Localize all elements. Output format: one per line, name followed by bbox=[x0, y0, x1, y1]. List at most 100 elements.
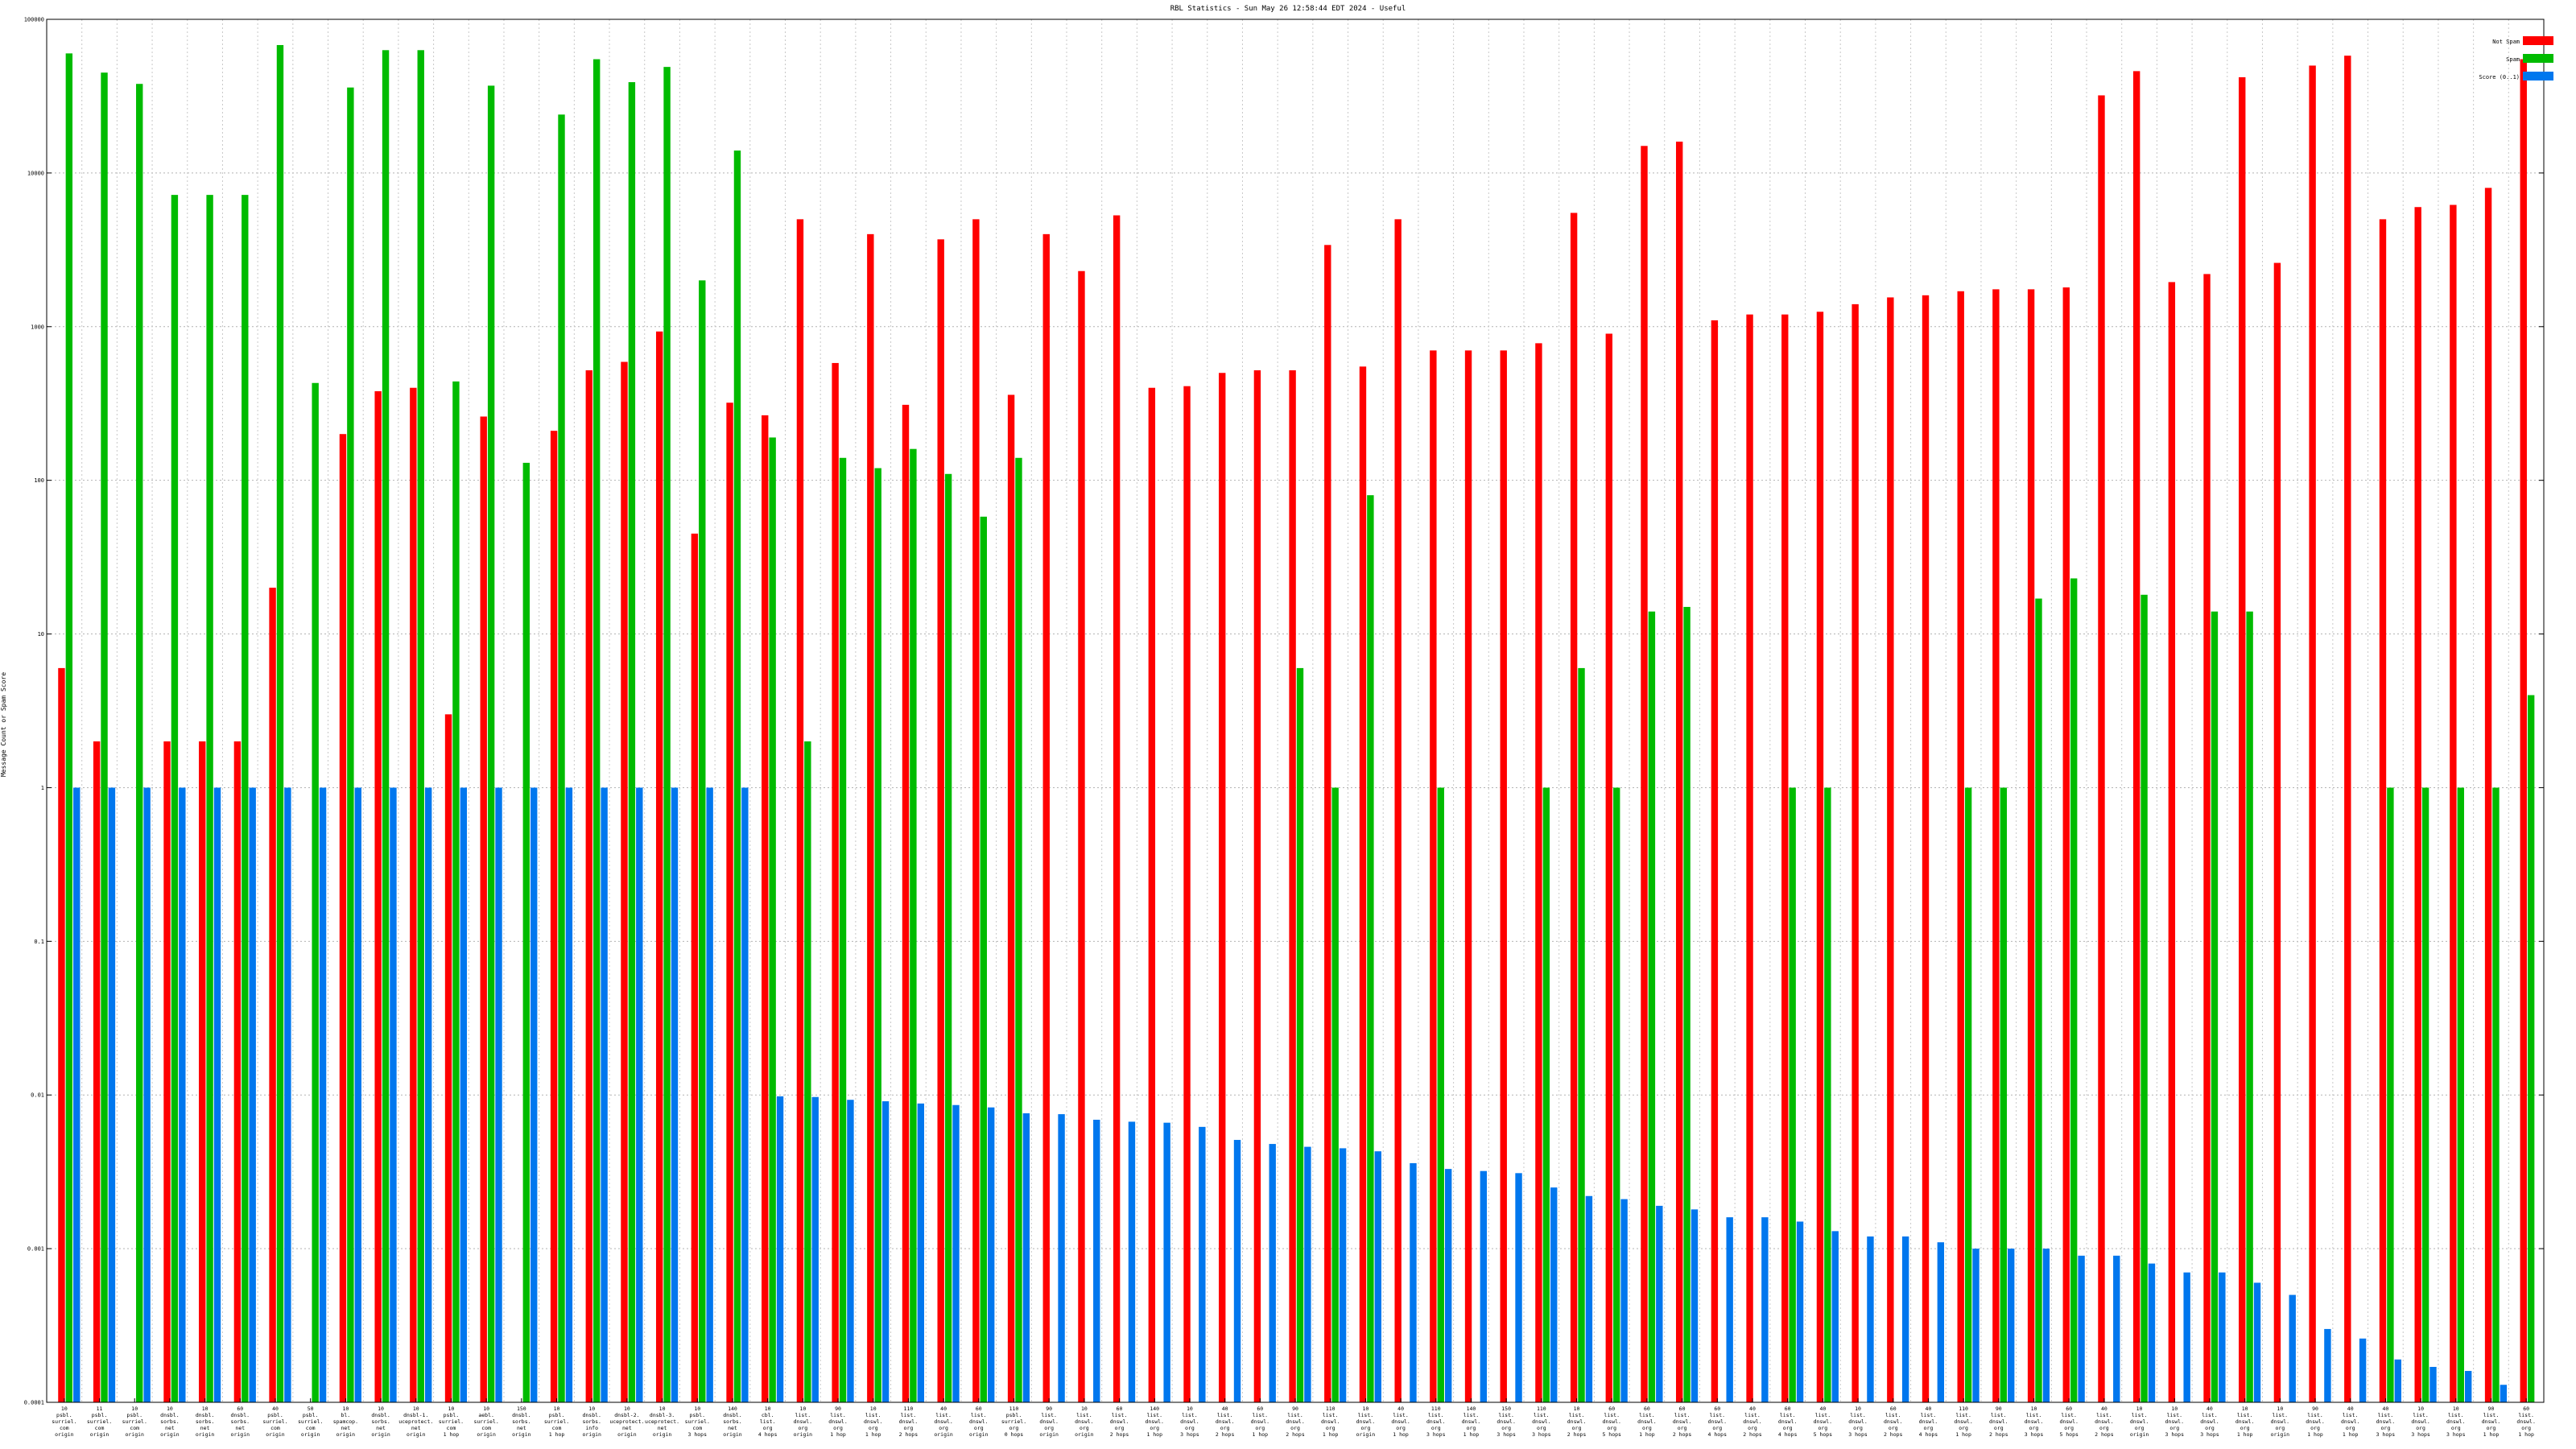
bar bbox=[2527, 695, 2535, 1402]
bar bbox=[1437, 787, 1444, 1402]
x-tick-label: net bbox=[411, 1425, 421, 1431]
x-tick-label: org bbox=[1396, 1425, 1406, 1431]
x-tick-label: 2 hops bbox=[1743, 1431, 1762, 1438]
bar bbox=[2239, 76, 2246, 1403]
bar bbox=[628, 82, 636, 1402]
x-tick-label: dnswl. bbox=[1602, 1418, 1620, 1425]
x-tick-label: 90 bbox=[2488, 1406, 2495, 1412]
bar bbox=[987, 1107, 995, 1402]
x-tick-label: 110 bbox=[1326, 1406, 1335, 1412]
bar bbox=[2098, 95, 2105, 1402]
bar bbox=[874, 468, 881, 1403]
bar bbox=[1289, 369, 1296, 1402]
bar bbox=[655, 331, 663, 1402]
x-tick-label: 1 hop bbox=[2237, 1431, 2253, 1438]
x-tick-label: origin bbox=[125, 1431, 144, 1438]
bar bbox=[1233, 1140, 1241, 1402]
bar bbox=[1585, 1195, 1593, 1402]
bar bbox=[206, 195, 213, 1402]
x-tick-label: dnswl. bbox=[794, 1418, 812, 1425]
x-tick-label: dnswl. bbox=[2165, 1418, 2184, 1425]
legend: Not Spam Spam Score (0..1) bbox=[2479, 36, 2553, 80]
x-tick-label: uceprotect. bbox=[609, 1418, 644, 1425]
bar bbox=[1199, 1126, 1206, 1402]
x-tick-label: 1 hop bbox=[830, 1431, 846, 1438]
bar bbox=[691, 533, 699, 1403]
bar bbox=[1957, 291, 1964, 1403]
x-tick-label: origin bbox=[407, 1431, 426, 1438]
x-tick-label: 10 bbox=[202, 1406, 208, 1412]
bar bbox=[1824, 787, 1831, 1402]
legend-label: Not Spam bbox=[2492, 39, 2520, 45]
x-tick-label: 10 bbox=[61, 1406, 68, 1412]
x-tick-label: list. bbox=[760, 1418, 776, 1425]
bar bbox=[621, 361, 628, 1403]
x-tick-label: list. bbox=[1569, 1412, 1585, 1418]
x-tick-label: dnswl. bbox=[1496, 1418, 1515, 1425]
x-tick-label: 3 hops bbox=[2025, 1431, 2044, 1438]
x-tick-label: dnswl. bbox=[1039, 1418, 1058, 1425]
x-tick-label: list. bbox=[1850, 1412, 1866, 1418]
x-tick-label: 40 bbox=[1926, 1406, 1932, 1412]
bar bbox=[374, 390, 382, 1402]
bar bbox=[530, 787, 538, 1402]
bar bbox=[444, 714, 452, 1402]
bar bbox=[832, 362, 839, 1402]
x-tick-label: dnsbl. bbox=[371, 1412, 390, 1418]
y-tick-label: 0.001 bbox=[27, 1246, 44, 1253]
bar bbox=[2027, 289, 2035, 1402]
legend-swatch bbox=[2523, 72, 2553, 80]
x-tick-label: 10 bbox=[483, 1406, 489, 1412]
bar bbox=[2324, 1328, 2331, 1402]
bar bbox=[726, 402, 733, 1402]
x-tick-label: dnsbl. bbox=[512, 1412, 530, 1418]
x-tick-label: list. bbox=[901, 1412, 917, 1418]
x-tick-label: org bbox=[1994, 1425, 2004, 1431]
y-tick-label: 1000 bbox=[31, 324, 44, 330]
bar bbox=[2042, 1249, 2050, 1402]
bar bbox=[1374, 1151, 1381, 1402]
x-tick-label: dnswl. bbox=[1848, 1418, 1867, 1425]
x-tick-label: 40 bbox=[2207, 1406, 2213, 1412]
x-tick-label: 10 bbox=[342, 1406, 349, 1412]
x-tick-label: 10 bbox=[448, 1406, 455, 1412]
x-tick-label: list. bbox=[2061, 1412, 2077, 1418]
bar bbox=[1007, 394, 1015, 1402]
x-tick-label: org bbox=[2240, 1425, 2250, 1431]
x-tick-label: net bbox=[341, 1425, 350, 1431]
x-tick-label: org bbox=[2381, 1425, 2391, 1431]
x-tick-label: org bbox=[904, 1425, 914, 1431]
bar bbox=[1500, 350, 1507, 1403]
x-tick-label: dnswl. bbox=[934, 1418, 952, 1425]
x-tick-label: 10 bbox=[1187, 1406, 1193, 1412]
x-tick-label: 10 bbox=[378, 1406, 384, 1412]
x-tick-label: dnsbl. bbox=[160, 1412, 179, 1418]
x-tick-label: 60 bbox=[1117, 1406, 1123, 1412]
bar bbox=[2113, 1255, 2120, 1402]
x-tick-label: org bbox=[1783, 1425, 1793, 1431]
bar bbox=[804, 741, 811, 1402]
x-tick-label: net bbox=[235, 1425, 245, 1431]
x-tick-label: dnswl. bbox=[1743, 1418, 1761, 1425]
x-tick-label: dnswl. bbox=[1919, 1418, 1938, 1425]
x-tick-label: surriel. bbox=[544, 1418, 569, 1425]
x-tick-label: dnswl. bbox=[2025, 1418, 2043, 1425]
x-tick-label: 2 hops bbox=[2095, 1431, 2114, 1438]
x-tick-label: origin bbox=[1075, 1431, 1094, 1438]
x-tick-label: sorbs. bbox=[582, 1418, 601, 1425]
x-tick-label: surriel. bbox=[122, 1418, 147, 1425]
x-tick-label: dnswl. bbox=[2516, 1418, 2535, 1425]
x-tick-label: origin bbox=[336, 1431, 356, 1438]
bar bbox=[944, 473, 952, 1402]
x-tick-label: surriel. bbox=[52, 1418, 76, 1425]
bar bbox=[1430, 350, 1437, 1403]
bar bbox=[2211, 611, 2219, 1402]
bar bbox=[2387, 787, 2394, 1402]
x-tick-label: dnswl. bbox=[1673, 1418, 1691, 1425]
x-tick-label: dnswl. bbox=[1426, 1418, 1445, 1425]
bar bbox=[1550, 1187, 1558, 1402]
x-tick-label: surriel. bbox=[298, 1418, 323, 1425]
x-tick-label: origin bbox=[512, 1431, 531, 1438]
bar bbox=[1570, 213, 1578, 1402]
bar bbox=[1535, 343, 1542, 1402]
